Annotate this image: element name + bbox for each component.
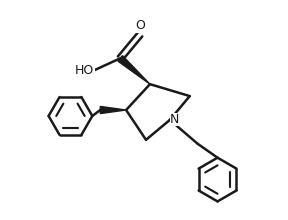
Polygon shape	[118, 56, 150, 84]
Text: N: N	[170, 114, 179, 126]
Text: O: O	[135, 19, 145, 32]
Text: HO: HO	[75, 64, 94, 77]
Polygon shape	[100, 106, 126, 114]
